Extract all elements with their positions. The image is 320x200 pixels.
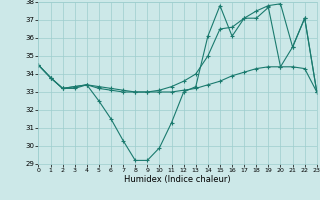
X-axis label: Humidex (Indice chaleur): Humidex (Indice chaleur) xyxy=(124,175,231,184)
